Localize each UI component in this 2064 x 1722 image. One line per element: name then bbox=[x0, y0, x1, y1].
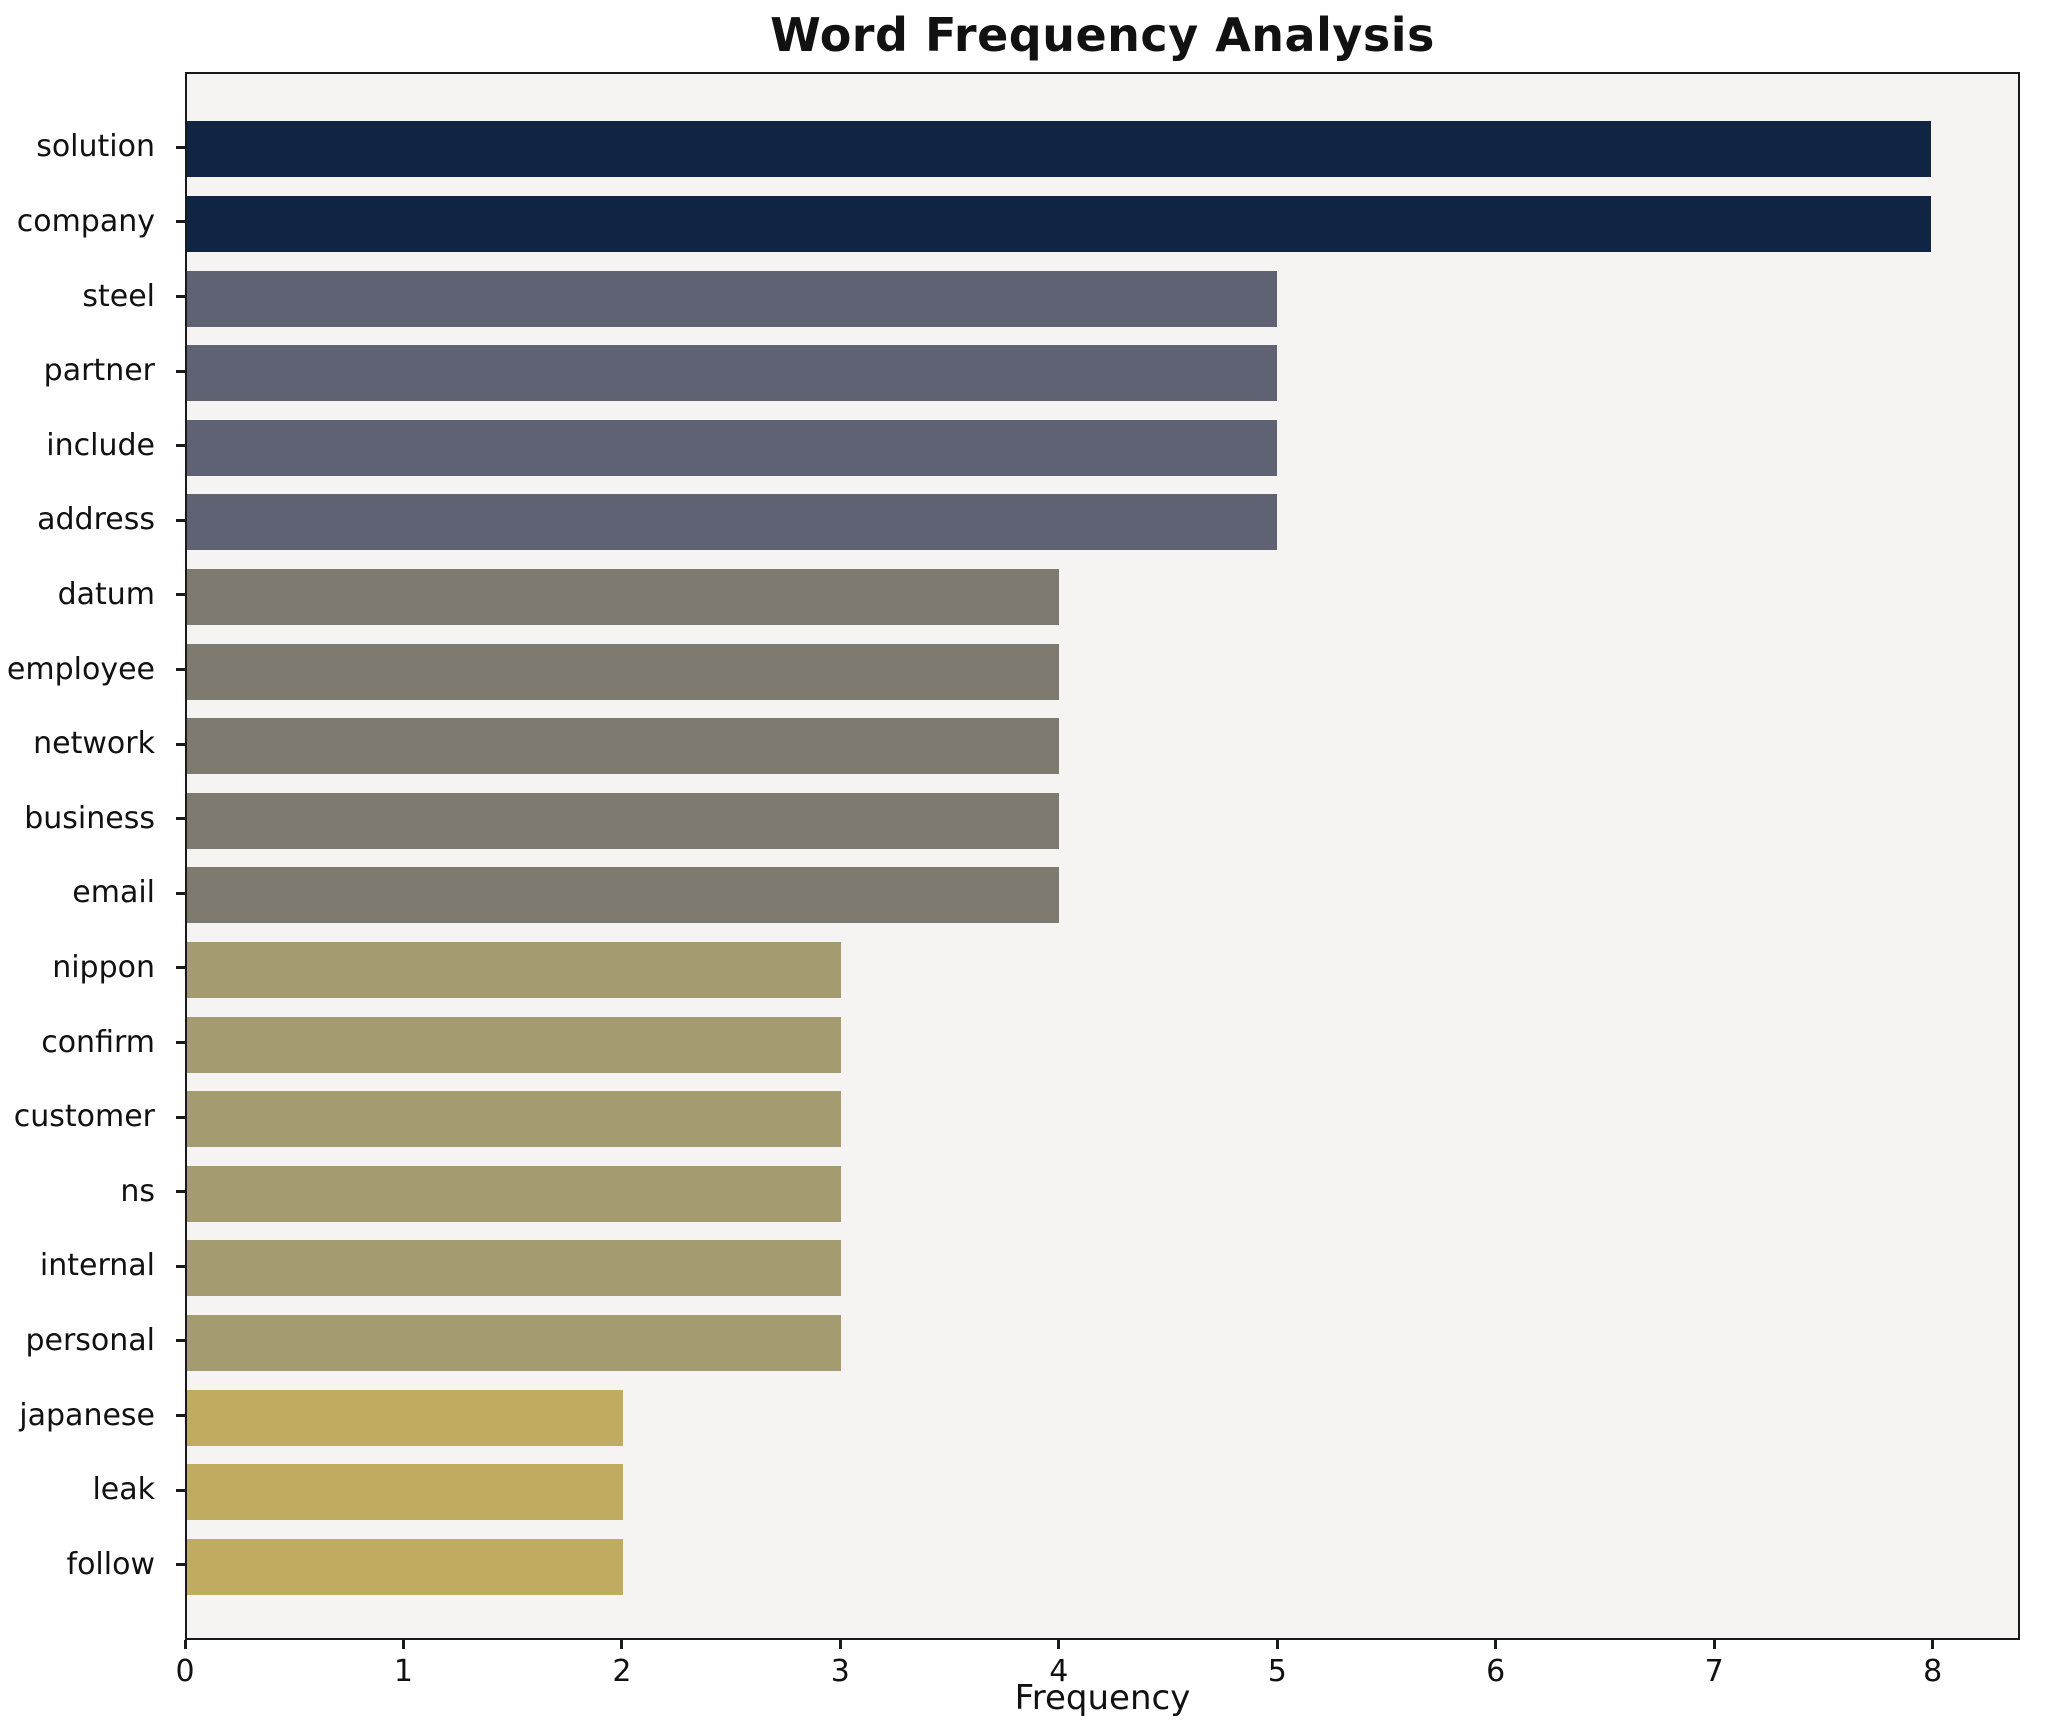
x-tick bbox=[1494, 1640, 1498, 1649]
y-tick bbox=[176, 145, 185, 149]
x-tick bbox=[1275, 1640, 1279, 1649]
y-tick-label: partner bbox=[43, 353, 155, 389]
y-tick-label: email bbox=[72, 875, 155, 911]
x-tick-label: 7 bbox=[1704, 1654, 1724, 1689]
y-tick bbox=[176, 668, 185, 671]
y-tick-label: follow bbox=[66, 1546, 155, 1582]
y-tick-label: solution bbox=[36, 129, 155, 165]
bar-nippon bbox=[187, 941, 841, 998]
x-tick bbox=[620, 1640, 624, 1649]
y-tick-label: japanese bbox=[19, 1397, 155, 1433]
y-tick bbox=[176, 1488, 185, 1492]
y-tick bbox=[176, 369, 185, 373]
x-tick-label: 4 bbox=[1049, 1654, 1069, 1689]
bar-follow bbox=[187, 1538, 623, 1595]
y-tick-label: confirm bbox=[41, 1024, 155, 1060]
y-tick bbox=[176, 1115, 185, 1119]
bar-japanese bbox=[187, 1389, 623, 1446]
bars-layer bbox=[187, 74, 2018, 1638]
y-tick bbox=[176, 966, 185, 970]
x-tick bbox=[1931, 1640, 1935, 1649]
bar-personal bbox=[187, 1314, 841, 1371]
y-tick bbox=[176, 444, 185, 448]
y-tick bbox=[176, 1190, 185, 1194]
y-tick bbox=[176, 220, 185, 224]
y-tick bbox=[176, 1041, 185, 1044]
y-tick-label: employee bbox=[6, 651, 155, 687]
y-tick-label: ns bbox=[120, 1173, 155, 1209]
bar-company bbox=[187, 195, 1931, 252]
bar-business bbox=[187, 792, 1059, 849]
bar-steel bbox=[187, 270, 1277, 327]
bar-datum bbox=[187, 568, 1059, 625]
y-tick-label: company bbox=[16, 203, 155, 239]
bar-internal bbox=[187, 1240, 841, 1297]
y-tick-label: steel bbox=[82, 278, 155, 314]
bar-partner bbox=[187, 345, 1277, 402]
y-tick-label: include bbox=[46, 427, 155, 463]
y-tick-label: address bbox=[37, 502, 155, 538]
y-tick-label: customer bbox=[13, 1099, 155, 1135]
y-axis: solution company steel partner include addres… bbox=[0, 72, 169, 1640]
y-tick-label: leak bbox=[92, 1472, 155, 1508]
y-tick-label: datum bbox=[57, 576, 155, 612]
y-tick-label: business bbox=[24, 800, 155, 836]
bar-address bbox=[187, 494, 1277, 551]
x-tick bbox=[401, 1640, 405, 1649]
bar-leak bbox=[187, 1464, 623, 1521]
x-tick bbox=[183, 1640, 187, 1649]
y-tick bbox=[176, 817, 185, 821]
y-tick bbox=[176, 1414, 185, 1417]
bar-ns bbox=[187, 1165, 841, 1222]
y-tick bbox=[176, 295, 185, 298]
bar-confirm bbox=[187, 1016, 841, 1073]
x-tick-label: 3 bbox=[830, 1654, 850, 1689]
chart-title: Word Frequency Analysis bbox=[770, 8, 1435, 62]
bar-customer bbox=[187, 1091, 841, 1148]
y-tick bbox=[176, 518, 185, 522]
y-tick-label: network bbox=[33, 726, 155, 762]
y-tick bbox=[176, 891, 185, 895]
x-tick-label: 5 bbox=[1267, 1654, 1287, 1689]
y-tick-label: internal bbox=[39, 1248, 155, 1284]
x-tick-label: 6 bbox=[1486, 1654, 1506, 1689]
y-tick bbox=[176, 593, 185, 597]
plot-area bbox=[185, 72, 2020, 1640]
y-tick-label: nippon bbox=[52, 949, 155, 985]
y-tick bbox=[176, 1264, 185, 1268]
bar-email bbox=[187, 867, 1059, 924]
bar-employee bbox=[187, 643, 1059, 700]
x-tick-label: 8 bbox=[1923, 1654, 1943, 1689]
x-tick bbox=[1057, 1640, 1061, 1649]
bar-solution bbox=[187, 121, 1931, 178]
y-tick bbox=[176, 1339, 185, 1343]
x-axis-label: Frequency bbox=[1014, 1678, 1191, 1718]
x-tick-label: 2 bbox=[612, 1654, 632, 1689]
bar-include bbox=[187, 419, 1277, 476]
y-tick-label: personal bbox=[25, 1322, 155, 1358]
y-tick bbox=[176, 1563, 185, 1567]
x-tick-label: 0 bbox=[175, 1654, 195, 1689]
bar-network bbox=[187, 718, 1059, 775]
x-tick bbox=[1712, 1640, 1716, 1649]
x-axis: 0 1 2 3 4 5 6 7 8 bbox=[175, 1640, 2020, 1720]
y-tick bbox=[176, 742, 185, 746]
x-tick-label: 1 bbox=[393, 1654, 413, 1689]
x-tick bbox=[838, 1640, 842, 1649]
